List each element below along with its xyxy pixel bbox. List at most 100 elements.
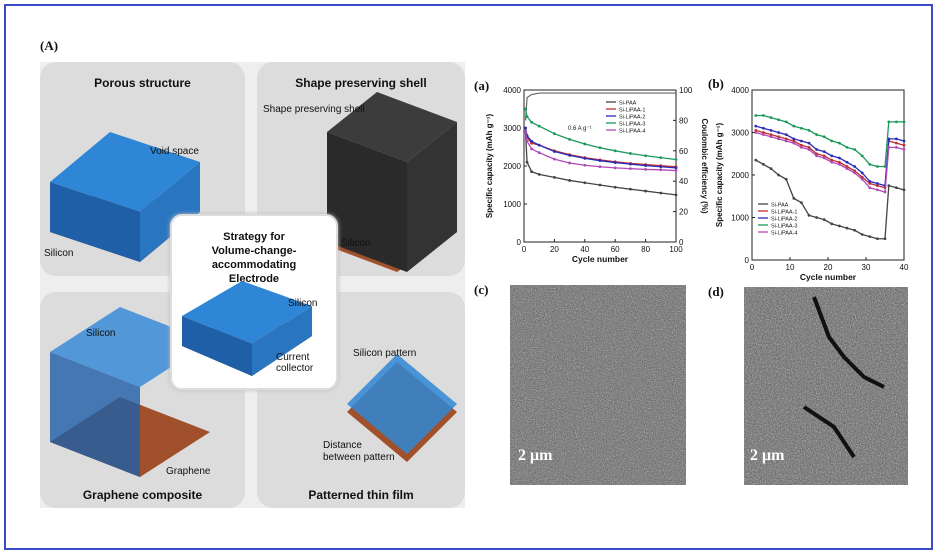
data-point: [807, 128, 811, 132]
data-point: [762, 131, 765, 134]
sem-texture: [510, 285, 686, 485]
x-axis-label: Cycle number: [572, 254, 629, 264]
x-tick-label: 100: [669, 245, 683, 254]
data-point: [845, 167, 849, 171]
x-axis-label: Cycle number: [800, 272, 857, 282]
data-point: [659, 168, 663, 172]
legend-label: Si-LiPAA-2: [619, 115, 646, 121]
sem-image-c: 2 μm: [510, 285, 686, 485]
y2-tick-label: 40: [679, 177, 688, 186]
data-point: [769, 116, 773, 120]
data-point: [613, 149, 617, 153]
data-point: [876, 184, 879, 188]
data-point: [887, 120, 891, 124]
data-point: [553, 132, 556, 136]
y-tick-label: 0: [745, 256, 750, 265]
data-point: [568, 138, 571, 141]
y2-tick-label: 60: [679, 147, 688, 156]
y-tick-label: 1000: [503, 200, 521, 209]
label-silicon: Silicon: [288, 298, 318, 309]
data-point: [838, 162, 841, 166]
data-point: [868, 186, 872, 190]
data-point: [568, 179, 571, 182]
data-point: [902, 120, 906, 124]
data-point: [853, 169, 856, 173]
data-point: [838, 156, 841, 160]
y-tick-label: 1000: [731, 214, 749, 223]
data-point: [659, 165, 663, 169]
electrode-illustration: [182, 281, 312, 376]
legend-label: Si-LiPAA-3: [771, 224, 798, 230]
x-tick-label: 0: [522, 245, 527, 254]
x-tick-label: 0: [750, 263, 755, 272]
data-point: [613, 166, 617, 170]
data-point: [902, 143, 906, 147]
data-point: [853, 228, 856, 232]
data-point: [860, 171, 864, 175]
chart-b: 0 10 20 30 40 0 1000 2000 3000 4000 Cycle number Sp…: [715, 86, 909, 282]
data-point: [629, 152, 632, 155]
data-point: [822, 218, 826, 222]
data-point: [853, 165, 856, 168]
panel-label-b: (b): [708, 76, 724, 91]
data-point: [553, 157, 556, 161]
data-point: [887, 184, 891, 188]
data-point: [800, 143, 803, 147]
data-point: [674, 169, 678, 172]
data-point: [777, 135, 780, 139]
data-point: [598, 146, 602, 150]
data-point: [902, 188, 906, 192]
data-point: [537, 151, 541, 155]
data-point: [769, 128, 773, 132]
data-point: [644, 164, 647, 168]
legend-label: Si-LiPAA-2: [771, 217, 798, 223]
data-point: [902, 148, 906, 151]
data-point: [530, 170, 533, 174]
data-point: [895, 141, 898, 145]
x-tick-label: 20: [824, 263, 833, 272]
data-point: [754, 128, 758, 132]
data-point: [800, 126, 803, 130]
data-point: [902, 139, 906, 143]
shell-illustration: [317, 92, 457, 272]
y2-tick-label: 80: [679, 116, 688, 125]
data-point: [883, 165, 887, 168]
data-point: [629, 187, 632, 191]
data-point: [792, 137, 796, 141]
data-point: [868, 182, 872, 185]
data-point: [674, 166, 678, 170]
data-point: [845, 160, 849, 164]
schematic-panel: Porous structure Void space Silicon Shap…: [40, 62, 465, 508]
data-point: [815, 148, 818, 151]
x-tick-label: 40: [900, 263, 909, 272]
data-point: [644, 189, 647, 193]
data-point: [792, 139, 796, 143]
data-point: [553, 150, 556, 153]
label-silicon: Silicon: [44, 248, 74, 259]
data-point: [524, 107, 527, 111]
data-point: [754, 124, 758, 128]
chart-annotation: 0.6 A g⁻¹: [568, 126, 592, 132]
data-point: [883, 190, 887, 194]
data-point: [754, 114, 758, 117]
data-point: [830, 154, 834, 158]
data-point: [769, 167, 773, 171]
data-point: [860, 154, 864, 158]
y-axis-label: Specific capacity (mAh g⁻¹): [715, 123, 724, 228]
series-line: [755, 131, 905, 193]
data-point: [876, 165, 879, 168]
data-point: [598, 165, 602, 169]
label-distance: Distance between pattern: [323, 440, 395, 463]
legend-label: Si-LiPAA-4: [771, 231, 798, 237]
label-shell: Shape preserving shell: [263, 104, 365, 115]
data-point: [822, 135, 826, 139]
data-point: [784, 137, 788, 141]
center-strategy-box: Strategy for Volume-change-accommodating…: [170, 214, 338, 390]
scale-bar-label: 2 μm: [518, 447, 553, 464]
data-point: [860, 177, 864, 181]
data-point: [598, 159, 602, 163]
data-point: [822, 150, 826, 154]
data-point: [895, 186, 898, 190]
data-point: [769, 135, 773, 139]
data-point: [800, 139, 803, 143]
